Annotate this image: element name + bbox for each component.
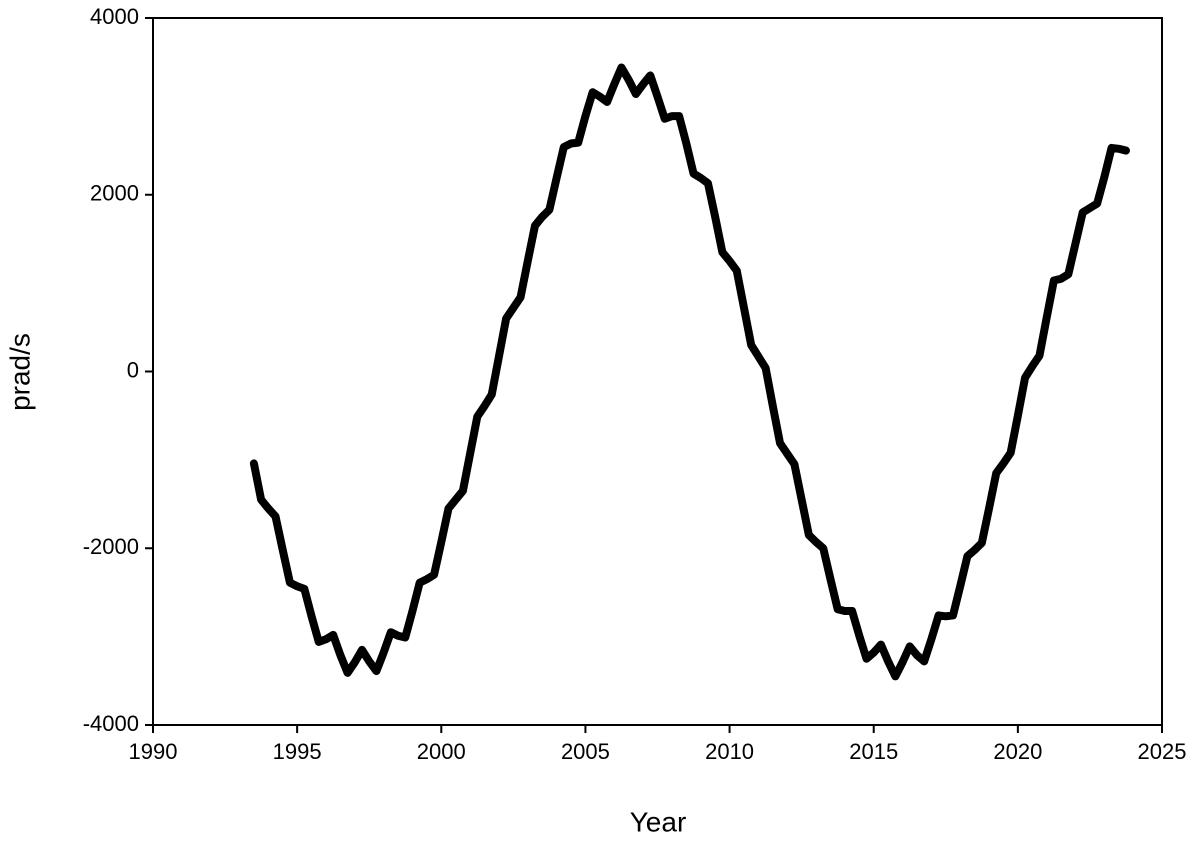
plot-frame — [152, 17, 1163, 726]
y-tick-label: 0 — [127, 357, 139, 382]
y-tick-label: -4000 — [83, 711, 139, 736]
x-tick-label: 2000 — [417, 739, 466, 764]
y-axis-title: prad/s — [4, 333, 35, 411]
x-tick-label: 2015 — [849, 739, 898, 764]
y-tick-label: 4000 — [90, 4, 139, 29]
x-axis-title: Year — [630, 806, 687, 837]
x-tick-label: 1995 — [273, 739, 322, 764]
y-tick-label: 2000 — [90, 181, 139, 206]
x-tick-label: 2010 — [705, 739, 754, 764]
x-tick-label: 2025 — [1138, 739, 1187, 764]
x-tick-label: 2005 — [561, 739, 610, 764]
x-tick-label: 1990 — [129, 739, 178, 764]
y-tick-label: -2000 — [83, 534, 139, 559]
x-tick-label: 2020 — [993, 739, 1042, 764]
data-trace — [249, 63, 1130, 681]
